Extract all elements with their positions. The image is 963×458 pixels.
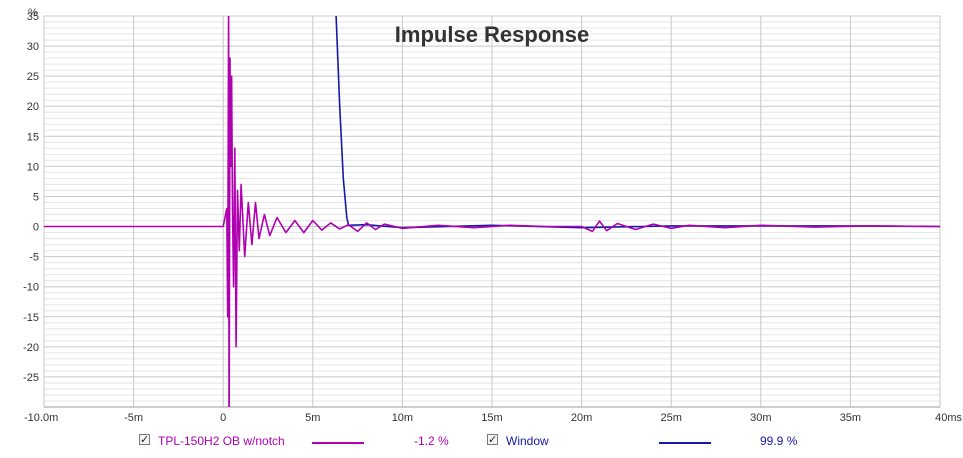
- y-tick-label: 0: [33, 222, 39, 234]
- x-tick-label: -5m: [124, 412, 143, 424]
- x-tick-label: -10.0m: [24, 412, 58, 424]
- y-tick-label: 20: [27, 101, 39, 113]
- series-lines: [44, 16, 940, 407]
- x-tick-label: 15m: [481, 412, 502, 424]
- y-tick-label: 35: [27, 11, 39, 23]
- series-2-name: Window: [506, 434, 549, 448]
- y-tick-label: -5: [29, 252, 39, 264]
- x-tick-label: 10m: [392, 412, 413, 424]
- x-axis-tick-labels: -10.0m -5m 0 5m 10m 15m 20m 25m 30m 35m 40ms: [24, 412, 962, 424]
- y-tick-label: 10: [27, 161, 39, 173]
- y-axis-unit-label: %: [28, 7, 38, 19]
- y-tick-label: -20: [23, 342, 39, 354]
- series-2-swatch: [659, 442, 711, 444]
- y-axis-tick-labels: 35 30 25 20 15 10 5 0 -5 -10 -15 -20 -25: [23, 11, 39, 384]
- series-2-value: 99.9 %: [760, 434, 798, 448]
- series-1-checkbox[interactable]: ✓: [139, 434, 150, 446]
- x-tick-label: 20m: [571, 412, 592, 424]
- y-tick-label: -25: [23, 372, 39, 384]
- y-tick-label: -10: [23, 282, 39, 294]
- x-tick-label: 25m: [660, 412, 681, 424]
- y-tick-label: 5: [33, 191, 39, 203]
- series-1-swatch: [312, 442, 364, 444]
- legend: ✓ TPL-150H2 OB w/notch -1.2 % ✓ Window 9…: [0, 430, 963, 454]
- x-tick-label: 0: [220, 412, 226, 424]
- x-tick-label: 35m: [840, 412, 861, 424]
- series-1-value: -1.2 %: [414, 434, 449, 448]
- y-tick-label: 25: [27, 71, 39, 83]
- series-2-checkbox[interactable]: ✓: [487, 434, 498, 446]
- series-1-name: TPL-150H2 OB w/notch: [158, 434, 285, 448]
- x-tick-label: 40ms: [935, 412, 962, 424]
- impulse-response-chart: -10.0m -5m 0 5m 10m 15m 20m 25m 30m 35m 40ms 35 30 2…: [23, 7, 962, 424]
- y-tick-label: 30: [27, 41, 39, 53]
- series-line-tpl-150h2-ob-w-notch: [44, 16, 940, 407]
- chart-title: Impulse Response: [395, 22, 589, 47]
- x-tick-label: 30m: [750, 412, 771, 424]
- x-tick-label: 5m: [305, 412, 320, 424]
- y-tick-label: -15: [23, 312, 39, 324]
- y-tick-label: 15: [27, 131, 39, 143]
